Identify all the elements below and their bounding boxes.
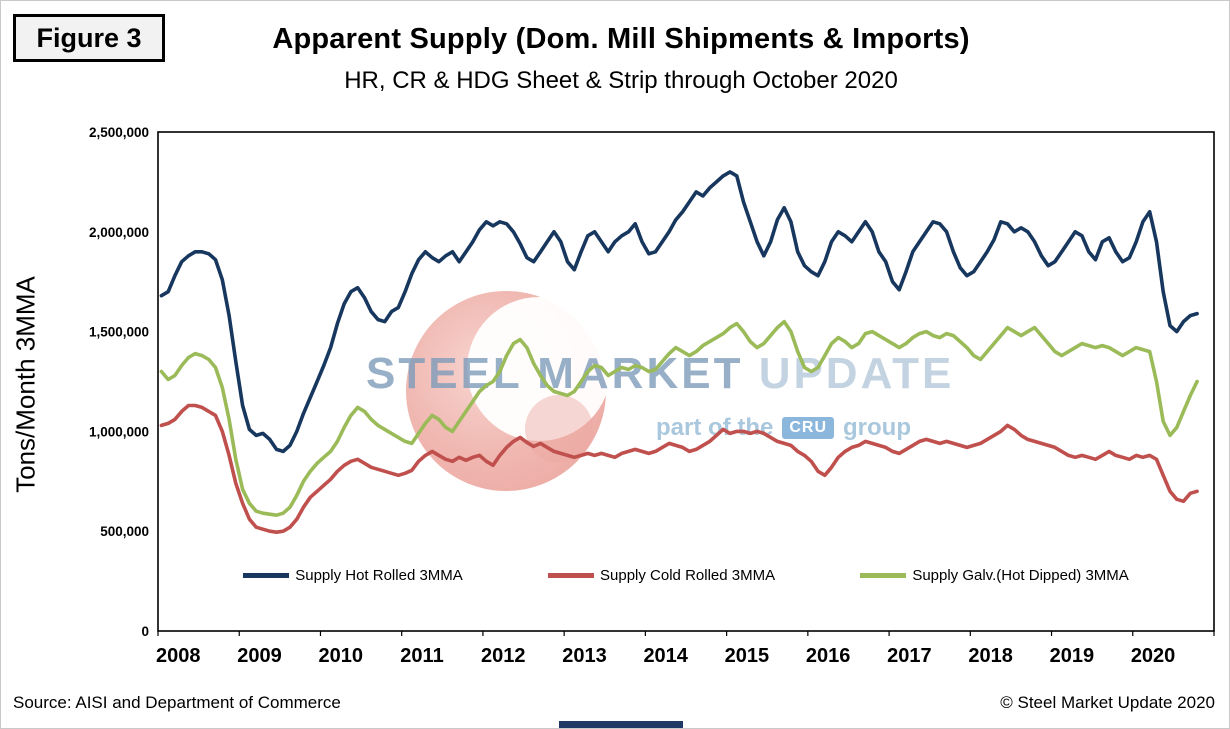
x-tick-label: 2008 bbox=[156, 645, 201, 667]
figure-badge: Figure 3 bbox=[13, 14, 165, 62]
copyright-note: © Steel Market Update 2020 bbox=[1000, 693, 1215, 712]
y-tick-label: 2,000,000 bbox=[89, 225, 149, 240]
series-line-1 bbox=[159, 403, 1199, 535]
x-tick-label: 2013 bbox=[562, 645, 607, 667]
x-tick-label: 2010 bbox=[319, 645, 364, 667]
x-tick-label: 2020 bbox=[1131, 645, 1176, 667]
plot-border bbox=[157, 131, 1215, 632]
series-line-0 bbox=[159, 170, 1199, 454]
figure-label: Figure 3 bbox=[36, 22, 142, 53]
x-tick-label: 2015 bbox=[725, 645, 770, 667]
y-tick-label: 500,000 bbox=[100, 524, 149, 539]
x-tick-label: 2016 bbox=[806, 645, 851, 667]
legend-label-galv: Supply Galv.(Hot Dipped) 3MMA bbox=[912, 567, 1129, 584]
legend-label-hot-rolled: Supply Hot Rolled 3MMA bbox=[295, 567, 463, 584]
chart-title: Apparent Supply (Dom. Mill Shipments & I… bbox=[272, 23, 970, 55]
y-tick-label: 0 bbox=[141, 624, 149, 639]
y-tick-label: 2,500,000 bbox=[89, 125, 149, 140]
y-axis-title: Tons/Month 3MMA bbox=[10, 276, 41, 493]
hot-rolled-line-swatch-icon bbox=[243, 573, 290, 578]
y-tick-label: 1,500,000 bbox=[89, 325, 149, 340]
bottom-accent-bar bbox=[559, 721, 683, 728]
x-tick-label: 2012 bbox=[481, 645, 526, 667]
legend-item-cold-rolled: Supply Cold Rolled 3MMA bbox=[548, 567, 775, 584]
x-tick-label: 2019 bbox=[1050, 645, 1095, 667]
y-tick-label: 1,000,000 bbox=[89, 424, 149, 439]
chart-legend: Supply Hot Rolled 3MMA Supply Cold Rolle… bbox=[158, 567, 1214, 584]
x-tick-label: 2014 bbox=[643, 645, 688, 667]
galv-line-swatch-icon bbox=[860, 573, 907, 578]
legend-item-galv: Supply Galv.(Hot Dipped) 3MMA bbox=[860, 567, 1129, 584]
chart-subtitle: HR, CR & HDG Sheet & Strip through Octob… bbox=[344, 67, 898, 94]
source-note: Source: AISI and Department of Commerce bbox=[13, 693, 341, 712]
legend-item-hot-rolled: Supply Hot Rolled 3MMA bbox=[243, 567, 463, 584]
x-tick-label: 2011 bbox=[400, 645, 443, 667]
series-line-2 bbox=[159, 319, 1199, 518]
x-tick-label: 2017 bbox=[887, 645, 932, 667]
x-tick-label: 2018 bbox=[968, 645, 1013, 667]
x-tick-label: 2009 bbox=[237, 645, 282, 667]
cold-rolled-line-swatch-icon bbox=[548, 573, 595, 578]
legend-label-cold-rolled: Supply Cold Rolled 3MMA bbox=[600, 567, 776, 584]
